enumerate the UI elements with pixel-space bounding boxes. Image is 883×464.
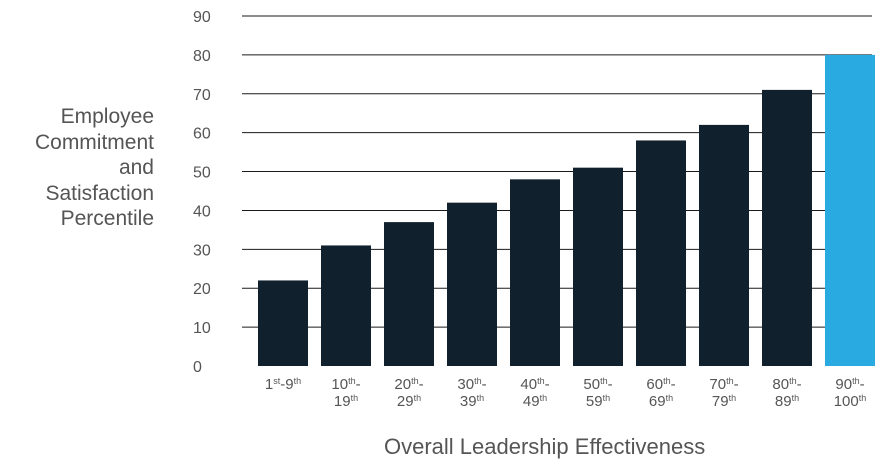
y-tick-label: 90: [193, 9, 211, 26]
x-tick-label: 50th- 59th: [583, 376, 613, 410]
bar: [636, 140, 686, 366]
y-tick-label: 50: [193, 165, 211, 182]
bar: [510, 179, 560, 366]
y-tick-label: 60: [193, 126, 211, 143]
x-tick-label: 1st-9th: [264, 376, 302, 393]
y-tick-label: 70: [193, 87, 211, 104]
bar: [321, 245, 371, 366]
x-tick-label: 90th- 100th: [833, 376, 867, 410]
x-tick-label: 60th- 69th: [646, 376, 676, 410]
bar: [384, 222, 434, 366]
bar: [699, 124, 749, 366]
x-tick-label: 20th- 29th: [394, 376, 424, 410]
y-tick-labels: 0 10 20 30 40 50 60 70 80 90: [193, 9, 211, 376]
y-tick-label: 30: [193, 242, 211, 259]
bar: [258, 280, 308, 366]
y-tick-label: 20: [193, 281, 211, 298]
x-tick-label: 40th- 49th: [520, 376, 550, 410]
y-axis-label-line: Satisfaction: [45, 181, 154, 205]
x-tick-label: 10th- 19th: [331, 376, 361, 410]
y-axis-label: Employee Commitment and Satisfaction Per…: [20, 104, 154, 232]
y-axis-label-line: Percentile: [60, 207, 154, 230]
y-axis-label-line: Employee: [60, 105, 154, 128]
y-tick-label: 10: [193, 320, 211, 337]
x-tick-label: 30th- 39th: [457, 376, 487, 410]
bar: [825, 54, 875, 367]
y-axis-label-line: and: [118, 156, 154, 179]
y-tick-label: 0: [193, 359, 202, 376]
y-axis-label-line: Commitment: [34, 130, 154, 154]
x-axis-label: Overall Leadership Effectiveness: [384, 434, 706, 459]
x-tick-label: 70th- 79th: [709, 376, 739, 410]
y-tick-label: 80: [193, 48, 211, 65]
y-tick-label: 40: [193, 203, 211, 220]
bar: [573, 167, 623, 366]
bar: [447, 202, 497, 366]
bars: [258, 54, 875, 367]
bar: [762, 89, 812, 366]
x-tick-label: 80th- 89th: [772, 376, 802, 410]
